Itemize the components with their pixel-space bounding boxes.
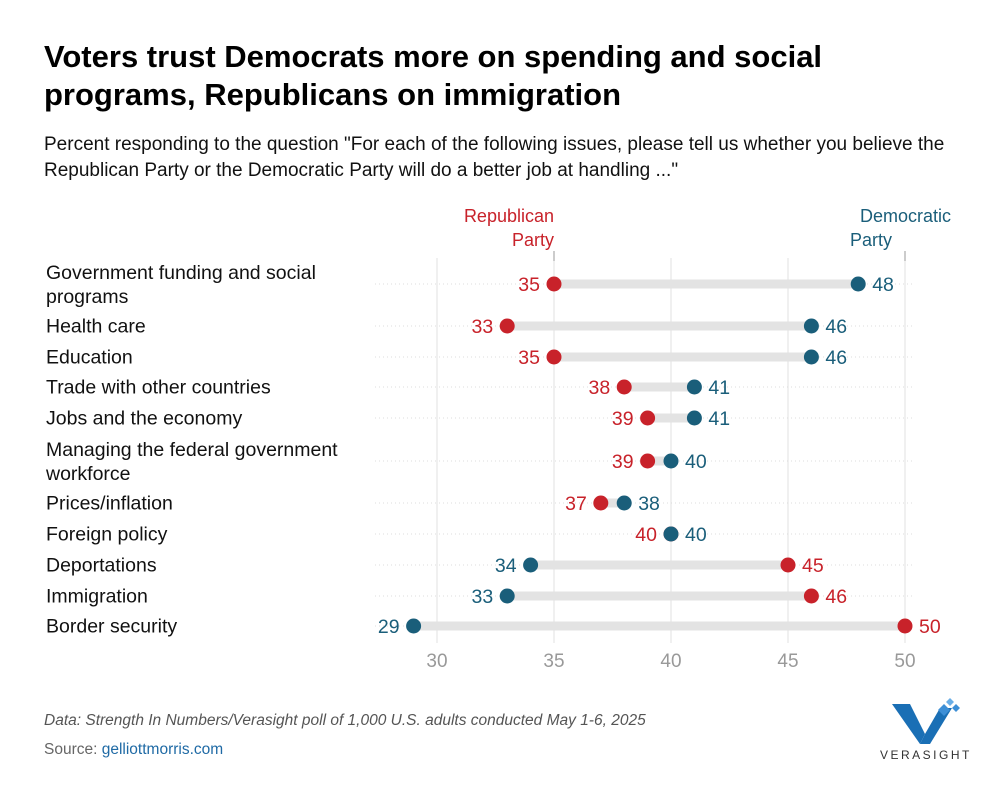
x-tick-label-45: 45 — [777, 651, 798, 672]
rep-dot — [546, 276, 562, 292]
dem-value-label: 41 — [708, 377, 730, 399]
rep-dot — [897, 618, 913, 634]
rep-value-label: 37 — [565, 493, 587, 515]
dem-dot — [686, 379, 702, 395]
dem-value-label: 46 — [825, 316, 847, 338]
source-label: Source: — [44, 741, 102, 758]
dem-value-label: 40 — [685, 524, 707, 546]
rep-value-label: 35 — [518, 347, 540, 369]
series-label-rep-line1: Republican — [464, 206, 554, 226]
dem-dot — [803, 318, 819, 334]
dem-dot — [616, 495, 632, 511]
rep-dot — [640, 410, 656, 426]
rep-dot — [546, 349, 562, 365]
dem-value-label: 34 — [495, 555, 517, 577]
dem-dot — [499, 588, 515, 604]
x-tick-label-50: 50 — [894, 651, 915, 672]
series-label-rep-line2: Party — [512, 230, 554, 250]
dem-value-label: 29 — [378, 616, 400, 638]
x-tick-label-40: 40 — [660, 651, 681, 672]
source-link[interactable]: gelliottmorris.com — [101, 741, 224, 758]
verasight-logo: VERASIGHT — [880, 698, 970, 768]
category-label: Prices/inflation — [46, 493, 173, 515]
dem-dot — [663, 526, 679, 542]
category-label: Deportations — [46, 555, 157, 577]
category-label: Immigration — [46, 586, 148, 608]
category-label: Health care — [46, 316, 146, 338]
dem-value-label: 48 — [872, 274, 894, 296]
category-label: Foreign policy — [46, 524, 168, 546]
x-tick-label-30: 30 — [426, 651, 447, 672]
dem-dot — [850, 276, 866, 292]
chart-subtitle: Percent responding to the question "For … — [44, 134, 945, 181]
rep-dot — [640, 453, 656, 469]
category-label: Education — [46, 347, 133, 369]
data-footnote: Data: Strength In Numbers/Verasight poll… — [44, 712, 646, 729]
dem-value-label: 46 — [825, 347, 847, 369]
category-label: Jobs and the economy — [46, 408, 242, 430]
dem-dot — [663, 453, 679, 469]
category-label-line1: Managing the federal government — [46, 439, 338, 461]
chart-title: Voters trust Democrats more on spending … — [44, 39, 823, 112]
rep-value-label: 39 — [612, 408, 634, 430]
x-tick-label-35: 35 — [543, 651, 564, 672]
rep-dot — [803, 588, 819, 604]
rep-value-label: 35 — [518, 274, 540, 296]
rep-value-label: 45 — [802, 555, 824, 577]
rep-value-label: 33 — [471, 316, 493, 338]
rep-value-label: 46 — [825, 586, 847, 608]
dem-value-label: 33 — [471, 586, 493, 608]
dem-value-label: 41 — [708, 408, 730, 430]
rep-value-label: 50 — [919, 616, 941, 638]
dem-dot — [523, 557, 539, 573]
rep-value-label: 38 — [588, 377, 610, 399]
dem-value-label: 38 — [638, 493, 660, 515]
rep-dot — [780, 557, 796, 573]
series-label-dem-line1: Democratic — [860, 206, 951, 226]
rep-value-label: 39 — [612, 451, 634, 473]
category-label-line2: programs — [46, 286, 129, 308]
category-label: Border security — [46, 616, 177, 638]
verasight-logo-icon — [892, 698, 960, 744]
dem-dot — [406, 618, 422, 634]
rep-dot — [593, 495, 609, 511]
category-label: Trade with other countries — [46, 377, 271, 399]
dem-dot — [803, 349, 819, 365]
series-label-dem-line2: Party — [850, 230, 892, 250]
source-line: Source: gelliottmorris.com — [44, 741, 223, 759]
category-label-line1: Government funding and social — [46, 262, 316, 284]
rep-dot — [499, 318, 515, 334]
rep-dot — [616, 379, 632, 395]
rep-value-label: 40 — [635, 524, 657, 546]
category-label-line2: workforce — [45, 463, 131, 485]
dumbbell-chart: 30 35 40 45 50 Republican Party Democratic Party… — [45, 206, 951, 672]
verasight-logo-text: VERASIGHT — [880, 748, 972, 762]
dem-value-label: 40 — [685, 451, 707, 473]
dem-dot — [686, 410, 702, 426]
